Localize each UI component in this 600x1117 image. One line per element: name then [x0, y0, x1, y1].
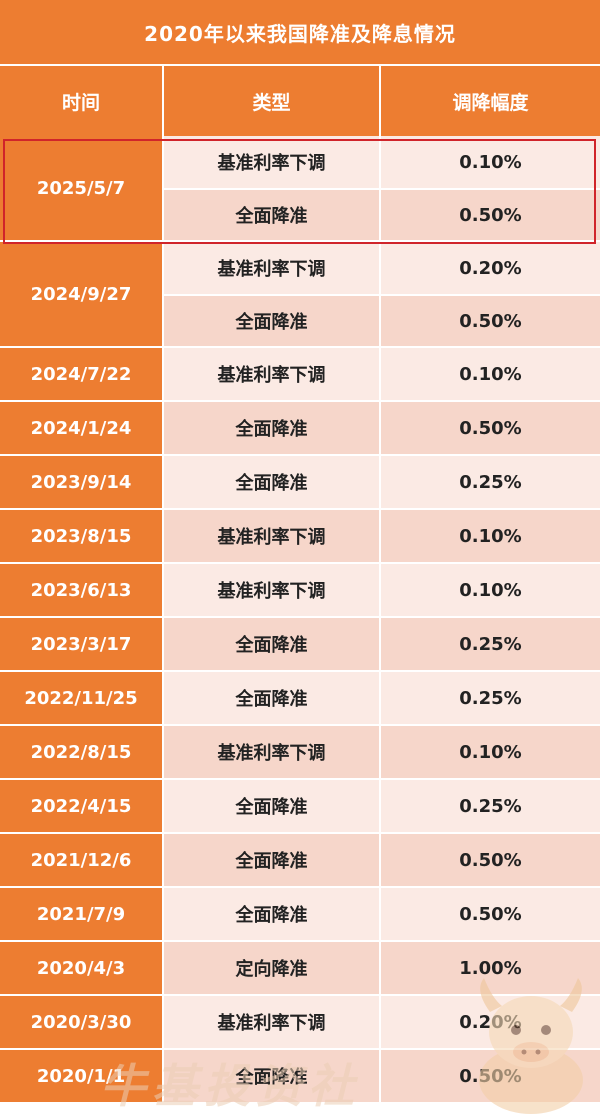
type-cell: 全面降准 [164, 834, 381, 886]
amount-cell: 0.25% [459, 471, 522, 493]
date-cell: 2024/1/24 [0, 402, 164, 454]
table-group: 2023/3/17 全面降准 0.25% [0, 616, 600, 670]
amount-cell: 0.10% [459, 525, 522, 547]
table-row: 定向降准 1.00% [164, 942, 600, 994]
date-cell: 2022/11/25 [0, 672, 164, 724]
table-group: 2020/1/1 全面降准 0.50% [0, 1048, 600, 1102]
date-cell: 2020/3/30 [0, 996, 164, 1048]
table-group: 2024/9/27 基准利率下调 0.20% 全面降准 0.50% [0, 240, 600, 346]
type-cell: 全面降准 [164, 296, 381, 346]
amount-cell: 0.25% [459, 687, 522, 709]
table-group: 2022/4/15 全面降准 0.25% [0, 778, 600, 832]
date-cell: 2023/9/14 [0, 456, 164, 508]
type-cell: 基准利率下调 [164, 726, 381, 778]
table-title: 2020年以来我国降准及降息情况 [0, 0, 600, 64]
table-row: 基准利率下调 0.10% [164, 136, 600, 188]
date-cell: 2021/12/6 [0, 834, 164, 886]
date-cell: 2020/4/3 [0, 942, 164, 994]
table-row: 基准利率下调 0.10% [164, 510, 600, 562]
date-cell: 2022/4/15 [0, 780, 164, 832]
type-cell: 基准利率下调 [164, 242, 381, 294]
date-cell: 2023/6/13 [0, 564, 164, 616]
header-date: 时间 [0, 66, 164, 136]
type-cell: 基准利率下调 [164, 348, 381, 400]
amount-cell: 0.50% [459, 1065, 522, 1087]
type-cell: 全面降准 [164, 456, 381, 508]
table-row: 全面降准 0.25% [164, 672, 600, 724]
table-row: 全面降准 0.25% [164, 618, 600, 670]
amount-cell: 1.00% [459, 957, 522, 979]
type-cell: 全面降准 [164, 888, 381, 940]
table-header-row: 时间 类型 调降幅度 [0, 66, 600, 136]
date-cell: 2023/3/17 [0, 618, 164, 670]
table-row: 全面降准 0.25% [164, 780, 600, 832]
table-row: 全面降准 0.25% [164, 456, 600, 508]
amount-cell: 0.20% [459, 257, 522, 279]
date-cell: 2025/5/7 [0, 136, 164, 240]
table-row: 全面降准 0.50% [164, 834, 600, 886]
amount-cell: 0.50% [459, 849, 522, 871]
amount-cell: 0.50% [459, 204, 522, 226]
table-group: 2021/12/6 全面降准 0.50% [0, 832, 600, 886]
type-cell: 全面降准 [164, 1050, 381, 1102]
table-row: 全面降准 0.50% [164, 188, 600, 240]
table-group: 2023/9/14 全面降准 0.25% [0, 454, 600, 508]
table-row: 基准利率下调 0.10% [164, 726, 600, 778]
table-row: 基准利率下调 0.10% [164, 564, 600, 616]
amount-cell: 0.10% [459, 741, 522, 763]
header-amount: 调降幅度 [381, 66, 600, 136]
type-cell: 基准利率下调 [164, 510, 381, 562]
table-row: 全面降准 0.50% [164, 888, 600, 940]
type-cell: 基准利率下调 [164, 996, 381, 1048]
table-group: 2021/7/9 全面降准 0.50% [0, 886, 600, 940]
type-cell: 全面降准 [164, 618, 381, 670]
table-row: 全面降准 0.50% [164, 1050, 600, 1102]
type-cell: 全面降准 [164, 672, 381, 724]
date-cell: 2023/8/15 [0, 510, 164, 562]
amount-cell: 0.25% [459, 795, 522, 817]
amount-cell: 0.50% [459, 903, 522, 925]
table-group: 2024/7/22 基准利率下调 0.10% [0, 346, 600, 400]
header-type: 类型 [164, 66, 381, 136]
date-cell: 2024/7/22 [0, 348, 164, 400]
amount-cell: 0.10% [459, 363, 522, 385]
type-cell: 全面降准 [164, 402, 381, 454]
amount-cell: 0.25% [459, 633, 522, 655]
table-group: 2023/6/13 基准利率下调 0.10% [0, 562, 600, 616]
table-group: 2022/8/15 基准利率下调 0.10% [0, 724, 600, 778]
table-group: 2020/4/3 定向降准 1.00% [0, 940, 600, 994]
rate-cut-table: 2025/5/7 基准利率下调 0.10% 全面降准 0.50% 2024/9/27 基准利… [0, 136, 600, 1102]
table-row: 全面降准 0.50% [164, 294, 600, 346]
table-group: 2025/5/7 基准利率下调 0.10% 全面降准 0.50% [0, 136, 600, 240]
amount-cell: 0.10% [459, 151, 522, 173]
table-group: 2020/3/30 基准利率下调 0.20% [0, 994, 600, 1048]
amount-cell: 0.50% [459, 417, 522, 439]
amount-cell: 0.10% [459, 579, 522, 601]
type-cell: 全面降准 [164, 190, 381, 240]
date-cell: 2024/9/27 [0, 242, 164, 346]
date-cell: 2022/8/15 [0, 726, 164, 778]
type-cell: 全面降准 [164, 780, 381, 832]
table-group: 2023/8/15 基准利率下调 0.10% [0, 508, 600, 562]
date-cell: 2020/1/1 [0, 1050, 164, 1102]
amount-cell: 0.50% [459, 310, 522, 332]
type-cell: 定向降准 [164, 942, 381, 994]
table-row: 全面降准 0.50% [164, 402, 600, 454]
table-row: 基准利率下调 0.20% [164, 242, 600, 294]
table-row: 基准利率下调 0.20% [164, 996, 600, 1048]
date-cell: 2021/7/9 [0, 888, 164, 940]
type-cell: 基准利率下调 [164, 564, 381, 616]
table-row: 基准利率下调 0.10% [164, 348, 600, 400]
table-group: 2024/1/24 全面降准 0.50% [0, 400, 600, 454]
amount-cell: 0.20% [459, 1011, 522, 1033]
table-group: 2022/11/25 全面降准 0.25% [0, 670, 600, 724]
type-cell: 基准利率下调 [164, 136, 381, 188]
